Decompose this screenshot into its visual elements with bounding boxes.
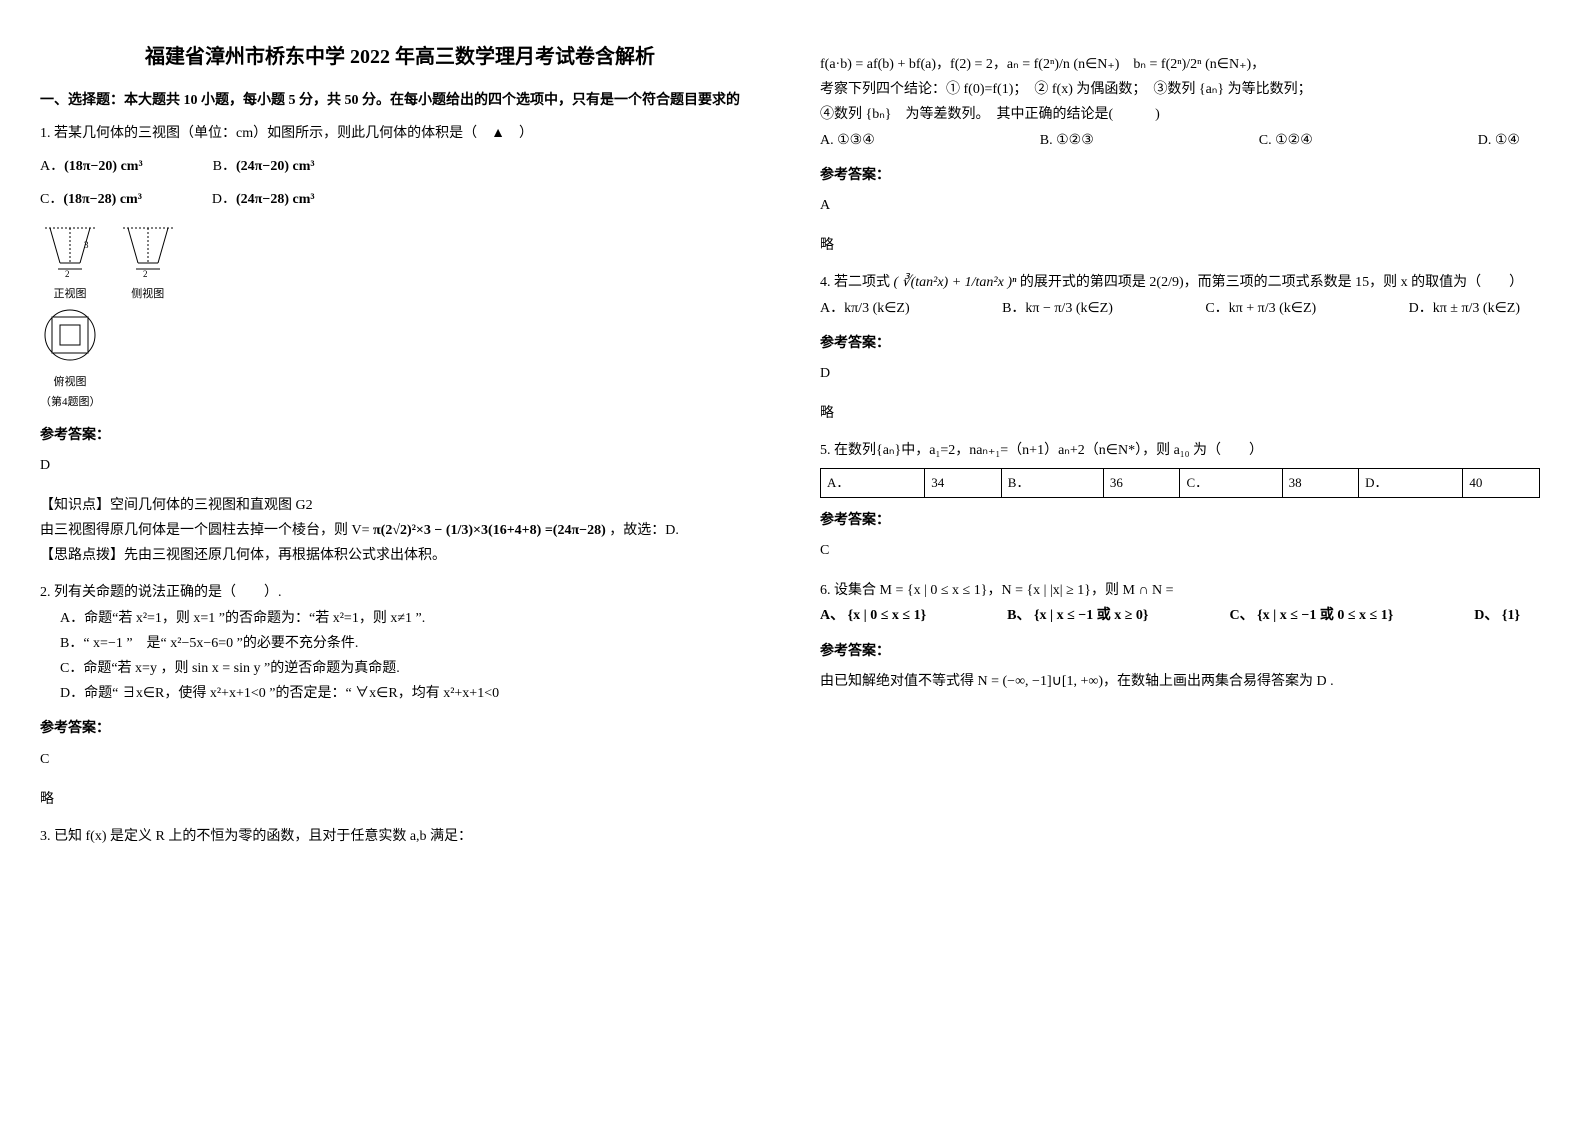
question-5: 5. 在数列{aₙ}中，a₁=2，naₙ₊₁=（n+1）aₙ+2（n∈N*），则… [820,438,1540,563]
q2-stem: 2. 列有关命题的说法正确的是（ ）. [40,580,760,605]
q2-option-b: B．“ x=−1 ” 是“ x²−5x−6=0 ”的必要不充分条件. [60,631,760,656]
q4-option-a: A．kπ/3 (k∈Z) [820,296,910,321]
q4-answer: D [820,361,1540,386]
q5-options-table: A． 34 B． 36 C． 38 D． 40 [820,468,1540,497]
question-2: 2. 列有关命题的说法正确的是（ ）. A．命题“若 x²=1，则 x=1 ”的… [40,580,760,812]
question-3-cont: f(a·b) = af(b) + bf(a)，f(2) = 2，aₙ = f(2… [820,52,1540,258]
svg-text:3: 3 [84,240,89,250]
q6-explain: 由已知解绝对值不等式得 N = (−∞, −1]∪[1, +∞)，在数轴上画出两… [820,669,1540,694]
question-6: 6. 设集合 M = {x | 0 ≤ x ≤ 1}，N = {x | |x| … [820,578,1540,694]
q5-cell-a-label: A． [821,469,925,497]
q2-answer-label: 参考答案： [40,716,760,741]
q1-stem: 1. 若某几何体的三视图（单位：cm）如图所示，则此几何体的体积是（ ▲ ） [40,121,760,146]
q1-option-c: C．(18π−28) cm³ [40,187,142,212]
diagram-caption: （第4题图） [40,393,760,413]
question-1: 1. 若某几何体的三视图（单位：cm）如图所示，则此几何体的体积是（ ▲ ） A… [40,121,760,568]
section-1-heading: 一、选择题：本大题共 10 小题，每小题 5 分，共 50 分。在每小题给出的四… [40,89,760,109]
q5-cell-a: 34 [925,469,1002,497]
q5-cell-b: 36 [1103,469,1180,497]
q1-diagram: 3 2 正视图 [40,223,760,413]
q2-option-a: A．命题“若 x²=1，则 x=1 ”的否命题为：“若 x²=1，则 x≠1 ”… [60,606,760,631]
question-4: 4. 若二项式 ( ∛(tan²x) + 1/tan²x )ⁿ 的展开式的第四项… [820,270,1540,426]
q4-note: 略 [820,401,1540,426]
q4-option-b: B．kπ − π/3 (k∈Z) [1002,296,1113,321]
q5-cell-d-label: D． [1359,469,1463,497]
q1-explain-1: 【知识点】空间几何体的三视图和直观图 G2 [40,493,760,518]
top-view-icon: 俯视图 [40,305,100,393]
q6-option-d: D、 {1} [1474,603,1520,628]
q3-examine: 考察下列四个结论：① f(0)=f(1)； ② f(x) 为偶函数； ③数列 {… [820,77,1540,102]
q6-option-a: A、 {x | 0 ≤ x ≤ 1} [820,603,926,628]
q5-answer-label: 参考答案： [820,508,1540,533]
q4-option-d: D．kπ ± π/3 (k∈Z) [1409,296,1520,321]
q4-option-c: C．kπ + π/3 (k∈Z) [1205,296,1316,321]
q3-formula: f(a·b) = af(b) + bf(a)，f(2) = 2，aₙ = f(2… [820,52,1540,77]
q5-cell-c-label: C． [1180,469,1282,497]
q3-answer-label: 参考答案： [820,163,1540,188]
question-3-stem: 3. 已知 f(x) 是定义 R 上的不恒为零的函数，且对于任意实数 a,b 满… [40,824,760,849]
q3-option-c: C. ①②④ [1259,128,1313,153]
q5-cell-b-label: B． [1001,469,1103,497]
side-view-icon: 2 侧视图 [118,223,178,306]
q5-answer: C [820,538,1540,563]
q1-option-b: B．(24π−20) cm³ [213,154,315,179]
q3-option-d: D. ①④ [1478,128,1520,153]
q4-stem: 4. 若二项式 ( ∛(tan²x) + 1/tan²x )ⁿ 的展开式的第四项… [820,270,1540,295]
exam-title: 福建省漳州市桥东中学 2022 年高三数学理月考试卷含解析 [40,40,760,69]
q1-answer-label: 参考答案： [40,423,760,448]
top-view-label: 俯视图 [40,373,100,393]
q1-option-d: D．(24π−28) cm³ [212,187,315,212]
q3-option-b: B. ①②③ [1040,128,1094,153]
q3-item4: ④数列 {bₙ} 为等差数列。 其中正确的结论是( ) [820,102,1540,127]
front-view-icon: 3 2 正视图 [40,223,100,306]
side-view-label: 侧视图 [118,285,178,305]
q3-answer: A [820,193,1540,218]
q2-option-c: C．命题“若 x=y ，则 sin x = sin y ”的逆否命题为真命题. [60,656,760,681]
q1-answer: D [40,453,760,478]
front-view-label: 正视图 [40,285,100,305]
q6-stem: 6. 设集合 M = {x | 0 ≤ x ≤ 1}，N = {x | |x| … [820,578,1540,603]
svg-text:2: 2 [65,269,70,278]
q1-option-a: A．(18π−20) cm³ [40,154,143,179]
q1-explain-2: 由三视图得原几何体是一个圆柱去掉一个棱台，则 V= π(2√2)²×3 − (1… [40,518,760,543]
q6-option-b: B、 {x | x ≤ −1 或 x ≥ 0} [1007,603,1148,628]
q3-note: 略 [820,233,1540,258]
q5-cell-d: 40 [1463,469,1540,497]
q6-option-c: C、 {x | x ≤ −1 或 0 ≤ x ≤ 1} [1229,603,1393,628]
svg-text:2: 2 [143,269,148,278]
q2-option-d: D．命题“ ∃x∈R，使得 x²+x+1<0 ”的否定是：“ ∀x∈R，均有 x… [60,681,760,706]
q2-answer: C [40,747,760,772]
q6-answer-label: 参考答案： [820,639,1540,664]
q3-option-a: A. ①③④ [820,128,875,153]
q4-answer-label: 参考答案： [820,331,1540,356]
q1-explain-3: 【思路点拨】先由三视图还原几何体，再根据体积公式求出体积。 [40,543,760,568]
q5-stem: 5. 在数列{aₙ}中，a₁=2，naₙ₊₁=（n+1）aₙ+2（n∈N*），则… [820,438,1540,463]
q2-note: 略 [40,787,760,812]
q5-cell-c: 38 [1282,469,1359,497]
